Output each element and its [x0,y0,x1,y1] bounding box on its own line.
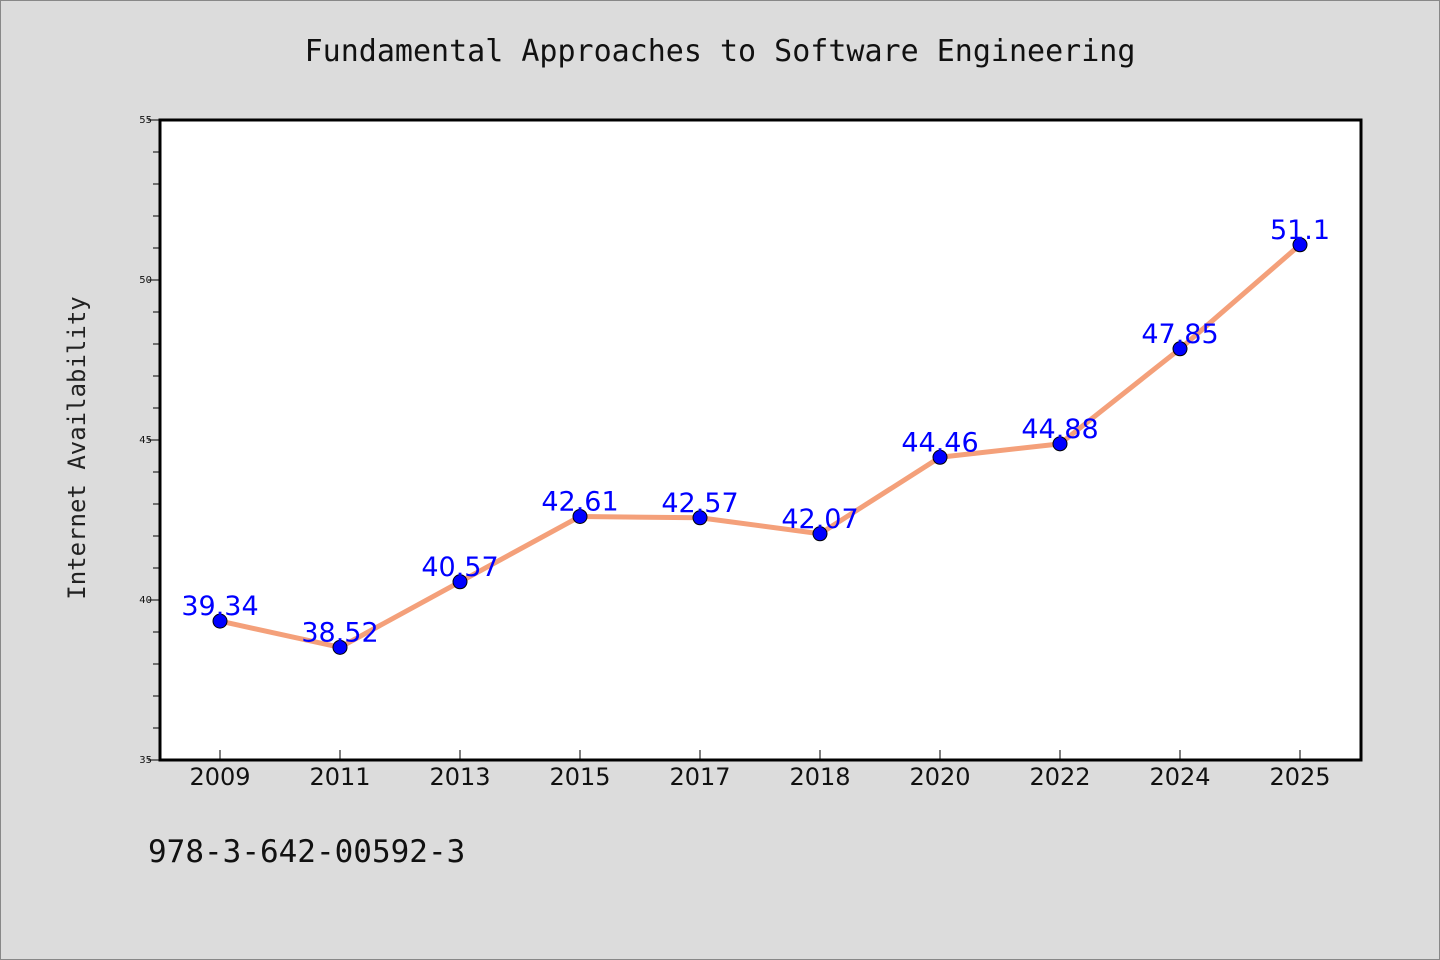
data-point [572,508,588,524]
y-tick-label: 40 [139,595,152,606]
data-label: 42.57 [661,488,738,519]
x-axis-ticks: 2009 2011 2013 2015 2017 2018 2020 2022 2024 2025 [189,750,1331,791]
y-tick-label: 55 [139,115,152,126]
x-tick-label: 2013 [429,763,490,791]
y-axis-label: Internet Availability [63,296,91,599]
plot-area [158,118,1363,762]
data-label: 38.52 [301,617,378,648]
x-tick-label: 2024 [1149,763,1210,791]
y-tick-label: 35 [139,755,152,766]
x-tick-label: 2020 [909,763,970,791]
data-label: 42.07 [781,504,858,535]
data-label: 42.61 [541,486,618,517]
data-label: 47.85 [1141,319,1218,350]
y-axis-ticks: 35 40 45 50 55 [139,115,160,766]
y-tick-label: 45 [139,435,152,446]
data-point [1172,341,1188,357]
x-tick-label: 2022 [1029,763,1090,791]
data-labels: 39.34 38.52 40.57 42.61 42.57 42.07 44.46 44.88… [181,215,1330,649]
x-tick-label: 2011 [309,763,370,791]
data-point [452,574,468,590]
x-tick-label: 2018 [789,763,850,791]
x-tick-label: 2015 [549,763,610,791]
isbn-footer: 978-3-642-00592-3 [148,834,466,870]
x-tick-label: 2009 [189,763,250,791]
x-tick-label: 2017 [669,763,730,791]
series-markers [212,237,1308,655]
data-point [212,613,228,629]
chart-title: Fundamental Approaches to Software Engin… [304,34,1136,69]
data-label: 40.57 [421,552,498,583]
data-label: 51.1 [1270,215,1330,246]
data-point [692,510,708,526]
data-point [812,526,828,542]
data-point [332,639,348,655]
y-tick-label: 50 [139,275,152,286]
data-point [1292,237,1308,253]
x-tick-label: 2025 [1269,763,1330,791]
series-line [219,242,1302,650]
data-point [1052,436,1068,452]
data-label: 39.34 [181,591,258,622]
data-point [932,449,948,465]
data-label: 44.88 [1021,414,1098,445]
data-label: 44.46 [901,427,978,458]
